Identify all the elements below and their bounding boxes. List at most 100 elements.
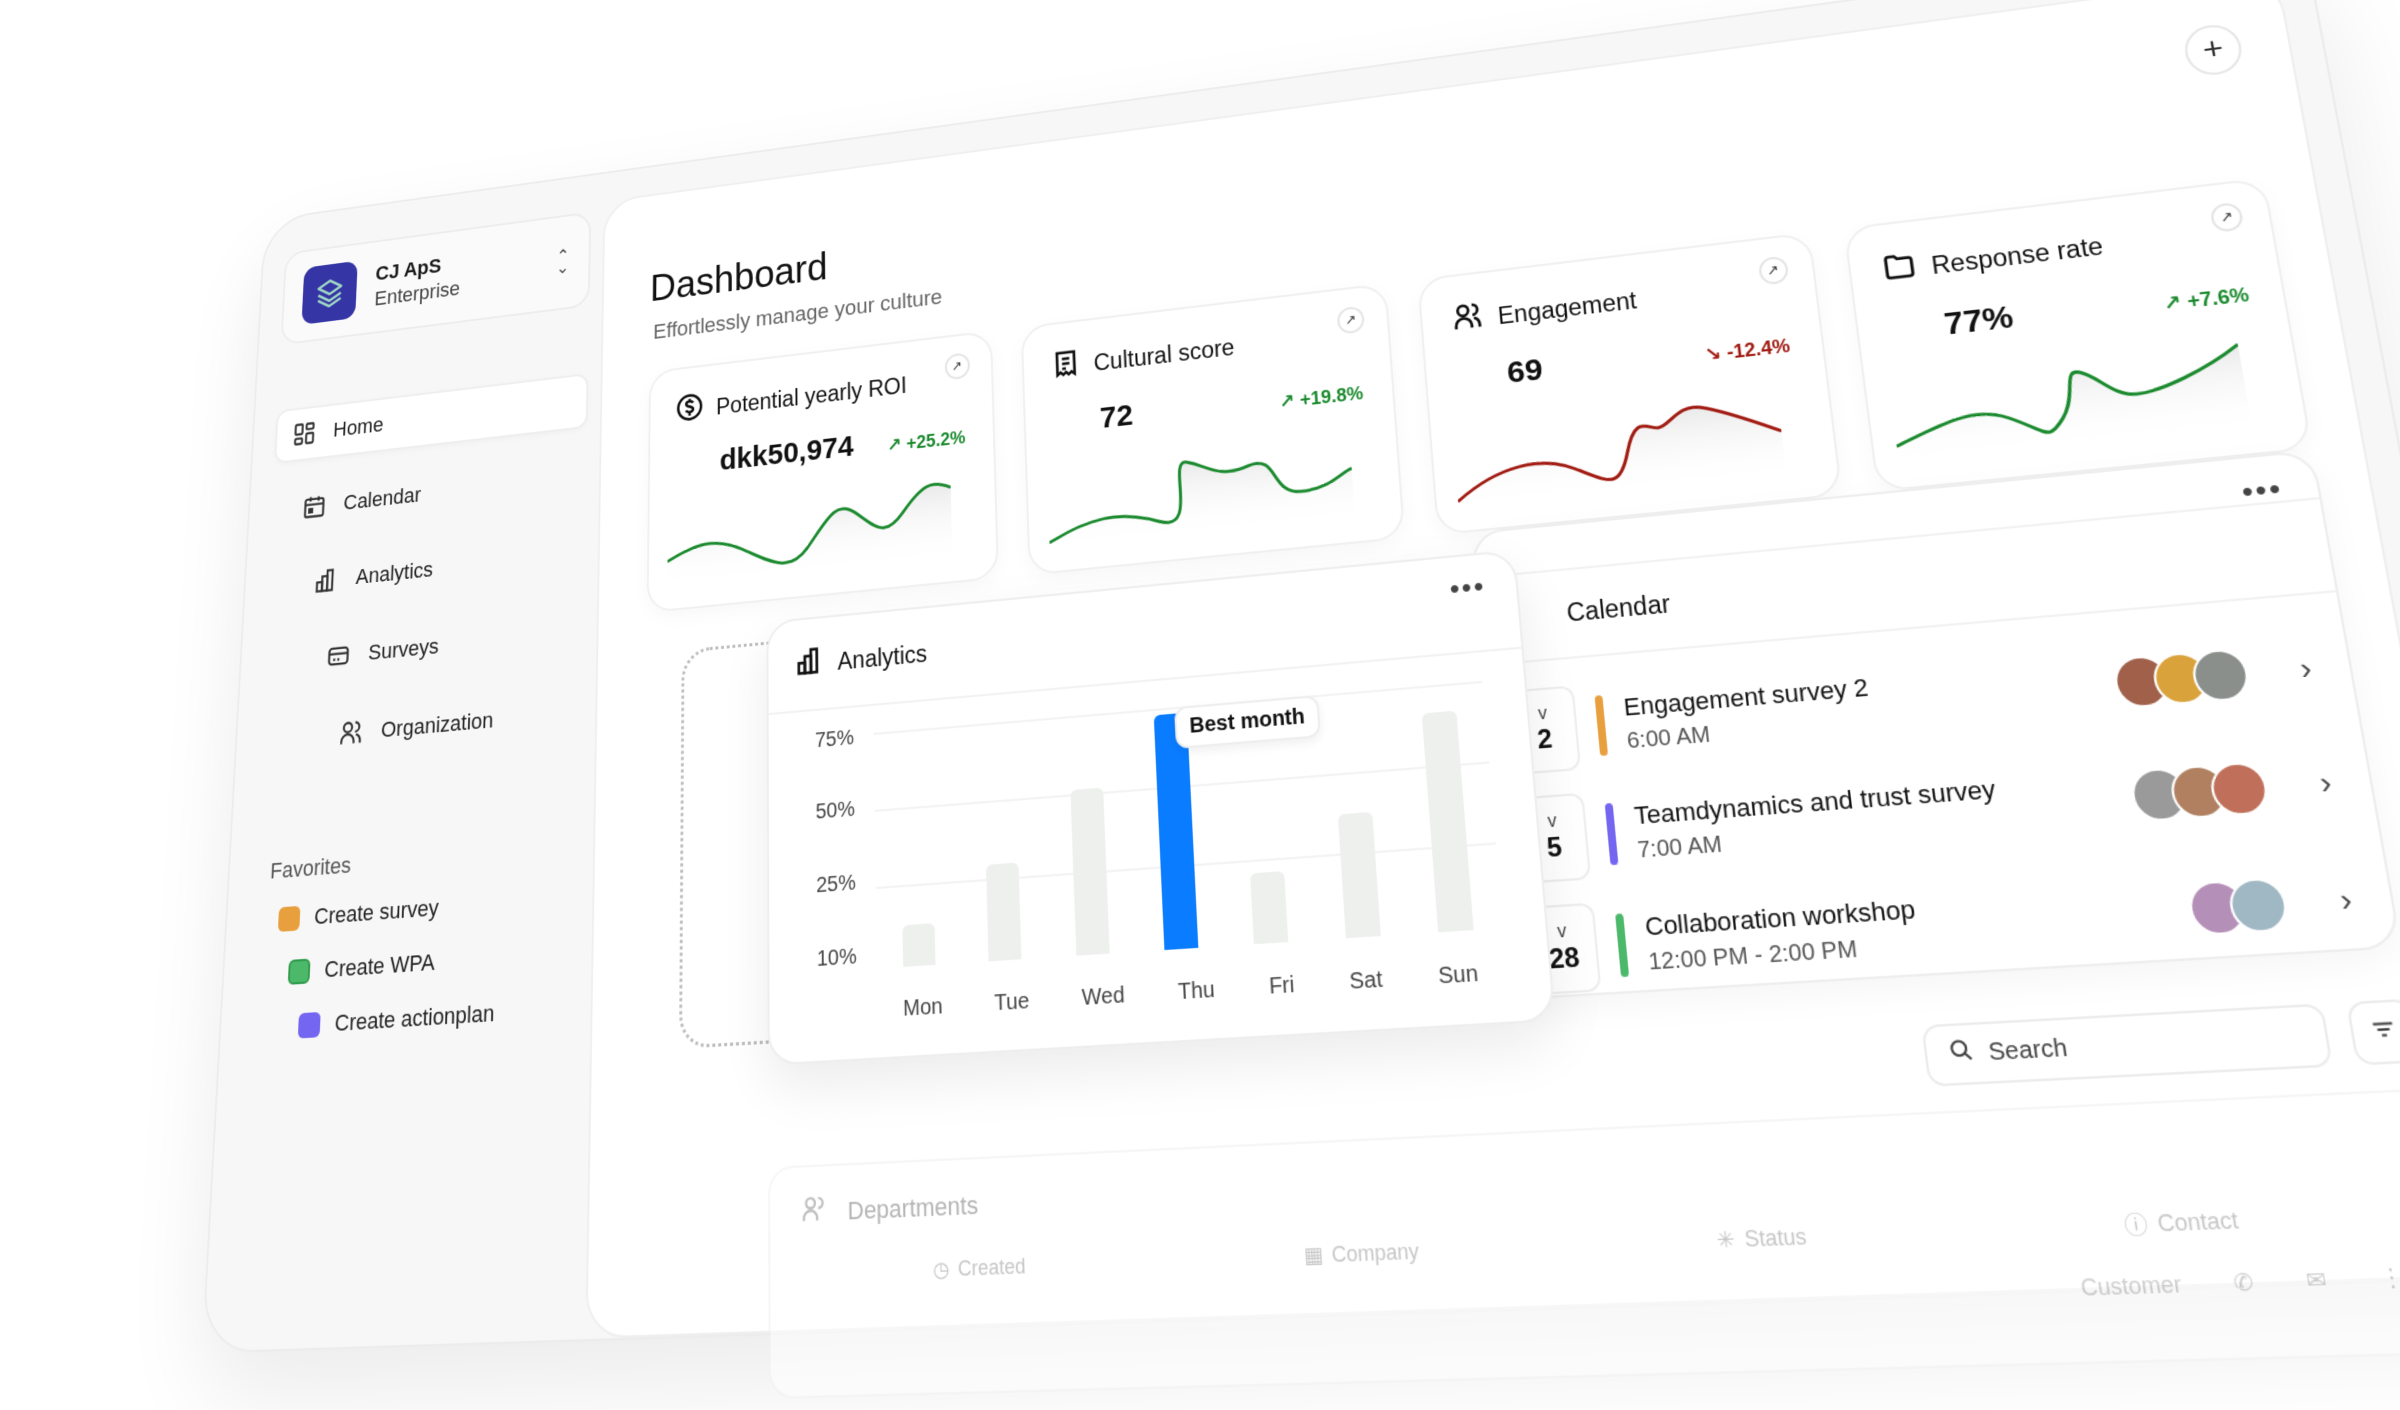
analytics-card[interactable]: Analytics ••• 75% 50% 25% 10% Best month (766, 549, 1557, 1066)
receipt-icon (1050, 347, 1081, 386)
favorites-title: Favorites (269, 852, 352, 884)
y-tick: 50% (815, 797, 856, 825)
building-icon: ▦ (1303, 1242, 1324, 1268)
users-icon (800, 1194, 827, 1232)
stage: CJ ApS Enterprise ⌃ ⌄ Home Calendar (201, 0, 2400, 1400)
chevron-right-icon[interactable]: › (2337, 880, 2355, 919)
color-swatch-icon (287, 958, 311, 985)
column-company[interactable]: ▦ Company (1303, 1238, 1420, 1268)
kpi-value: 69 (1505, 352, 1545, 391)
card-icon (324, 639, 353, 673)
bar-chart-icon (312, 564, 341, 597)
favorite-label: Create survey (313, 894, 440, 930)
bar-thu[interactable]: Best month (1153, 695, 1321, 951)
open-external-icon[interactable]: ↗ (1336, 305, 1365, 335)
sparkline-chart (667, 463, 953, 592)
row-menu-icon[interactable]: ⋮ (2377, 1263, 2400, 1292)
x-tick: Thu (1177, 977, 1216, 1005)
bar-mon[interactable] (902, 923, 936, 967)
favorite-label: Create WPA (323, 948, 436, 983)
chevron-right-icon[interactable]: › (2316, 763, 2335, 801)
column-status[interactable]: ✳ Status (1715, 1223, 1808, 1253)
bar-fri[interactable] (1250, 871, 1289, 945)
kpi-title: Cultural score (1093, 333, 1236, 376)
sidebar-item-calendar[interactable]: Calendar (286, 449, 587, 537)
sidebar-nav: Home Calendar Analytics (258, 373, 589, 770)
more-options-icon[interactable]: ••• (2238, 470, 2286, 509)
x-tick: Fri (1268, 972, 1296, 1000)
kpi-card-roi[interactable]: Potential yearly ROI ↗ dkk50,974 ↗ +25.2… (646, 330, 999, 614)
favorite-create-wpa[interactable]: Create WPA (277, 939, 579, 987)
folder-icon (1880, 249, 1919, 290)
sidebar-item-label: Analytics (355, 556, 434, 589)
kpi-delta: ↘ -12.4% (1703, 335, 1792, 366)
filter-icon (2367, 1014, 2400, 1050)
y-tick: 25% (816, 870, 856, 898)
calendar-card[interactable]: ••• Calendar v 2 Engagement survey 2 6:0… (1470, 449, 2400, 1001)
search-input[interactable]: Search (1921, 1003, 2334, 1087)
add-button[interactable]: + (2181, 21, 2246, 79)
bar-sun[interactable] (1421, 710, 1474, 933)
phone-icon[interactable]: ✆ (2231, 1268, 2256, 1297)
attendee-avatars (2186, 876, 2292, 937)
x-tick: Mon (902, 994, 943, 1022)
favorite-label: Create actionplan (334, 999, 495, 1037)
sidebar-item-label: Calendar (343, 482, 422, 515)
table-toolbar: Search (1921, 998, 2400, 1087)
favorites-section: Favorites Create survey Create WPA Creat… (244, 834, 581, 1043)
y-tick: 75% (814, 726, 855, 753)
chevron-up-down-icon: ⌃ ⌄ (555, 246, 570, 278)
kpi-value: dkk50,974 (719, 429, 854, 477)
kpi-delta: ↗ +19.8% (1278, 382, 1364, 413)
bar-sat[interactable] (1337, 811, 1381, 939)
x-axis: Mon Tue Wed Thu Fri Sat Sun (877, 959, 1507, 1023)
y-axis: 75% 50% 25% 10% (796, 726, 857, 974)
sparkline-chart (1450, 373, 1788, 513)
kpi-card-engagement[interactable]: Engagement ↗ 69 ↘ -12.4% (1417, 231, 1843, 536)
bar-wed[interactable] (1070, 787, 1110, 956)
app-window: CJ ApS Enterprise ⌃ ⌄ Home Calendar (201, 0, 2400, 1400)
sparkline-chart (1885, 323, 2253, 469)
event-list: v 2 Engagement survey 2 6:00 AM (1483, 592, 2400, 1008)
bar-chart: 75% 50% 25% 10% Best month Mon Tue (796, 658, 1520, 1040)
plus-icon: + (2199, 31, 2227, 68)
kpi-value: 72 (1099, 398, 1134, 436)
bar-tue[interactable] (986, 862, 1022, 962)
favorite-create-survey[interactable]: Create survey (267, 884, 579, 934)
calendar-icon (300, 490, 329, 523)
sidebar-item-label: Surveys (367, 633, 440, 665)
kpi-title: Response rate (1929, 231, 2105, 279)
users-icon (336, 716, 366, 750)
sidebar-item-home[interactable]: Home (274, 373, 589, 464)
kpi-value: 77% (1941, 299, 2016, 343)
chevron-right-icon[interactable]: › (2297, 649, 2315, 686)
x-tick: Wed (1081, 983, 1126, 1011)
y-tick: 10% (816, 944, 857, 972)
sidebar-item-analytics[interactable]: Analytics (297, 525, 585, 611)
filter-button[interactable] (2345, 998, 2400, 1066)
color-swatch-icon (297, 1011, 321, 1039)
departments-table: Departments ◷ Created ▦ Company ✳ Status ⓘ C… (768, 1088, 2400, 1400)
event-color-bar (1615, 913, 1630, 978)
favorite-create-actionplan[interactable]: Create actionplan (287, 994, 578, 1040)
kpi-card-cultural-score[interactable]: Cultural score ↗ 72 ↗ +19.8% (1020, 282, 1406, 576)
kpi-card-response-rate[interactable]: Response rate ↗ 77% ↗ +7.6% (1842, 177, 2314, 493)
status-badge: Customer (2079, 1271, 2184, 1301)
attendee-avatars (2111, 647, 2253, 710)
more-options-icon[interactable]: ••• (1448, 569, 1487, 605)
event-color-bar (1604, 802, 1619, 866)
sidebar-item-organization[interactable]: Organization (321, 683, 583, 764)
org-switcher[interactable]: CJ ApS Enterprise ⌃ ⌄ (280, 211, 592, 346)
x-tick: Sun (1437, 961, 1480, 990)
search-icon (1947, 1037, 1976, 1070)
clock-icon: ◷ (932, 1256, 950, 1281)
mail-icon[interactable]: ✉ (2304, 1266, 2329, 1294)
x-tick: Tue (994, 989, 1030, 1016)
card-title: Calendar (1565, 589, 1672, 628)
open-external-icon[interactable]: ↗ (944, 352, 970, 381)
sidebar-item-surveys[interactable]: Surveys (309, 604, 584, 687)
color-swatch-icon (277, 905, 301, 932)
column-created[interactable]: ◷ Created (932, 1253, 1026, 1281)
column-contact[interactable]: ⓘ Contact (2122, 1204, 2241, 1242)
main-panel: + Dashboard Effortlessly manage your cul… (585, 0, 2400, 1400)
